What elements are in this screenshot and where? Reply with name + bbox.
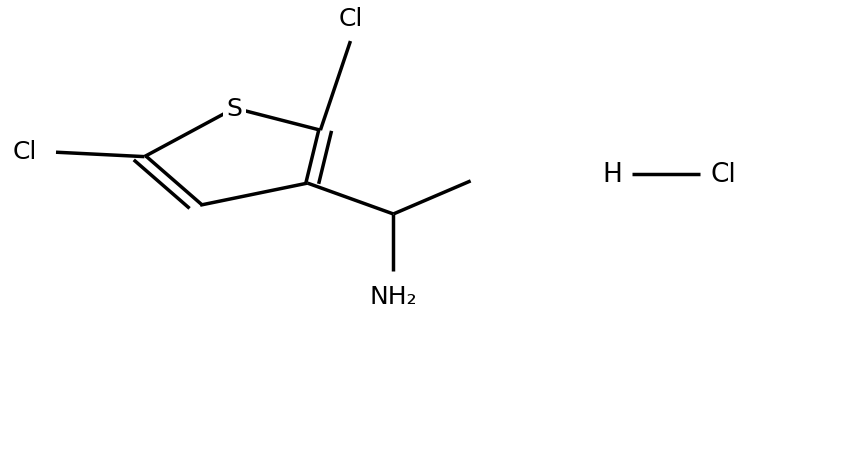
Text: Cl: Cl [339,6,363,30]
Text: NH₂: NH₂ [370,284,417,308]
Text: Cl: Cl [13,140,37,164]
Text: S: S [226,97,243,121]
Text: Cl: Cl [711,162,737,188]
Text: H: H [602,162,622,188]
